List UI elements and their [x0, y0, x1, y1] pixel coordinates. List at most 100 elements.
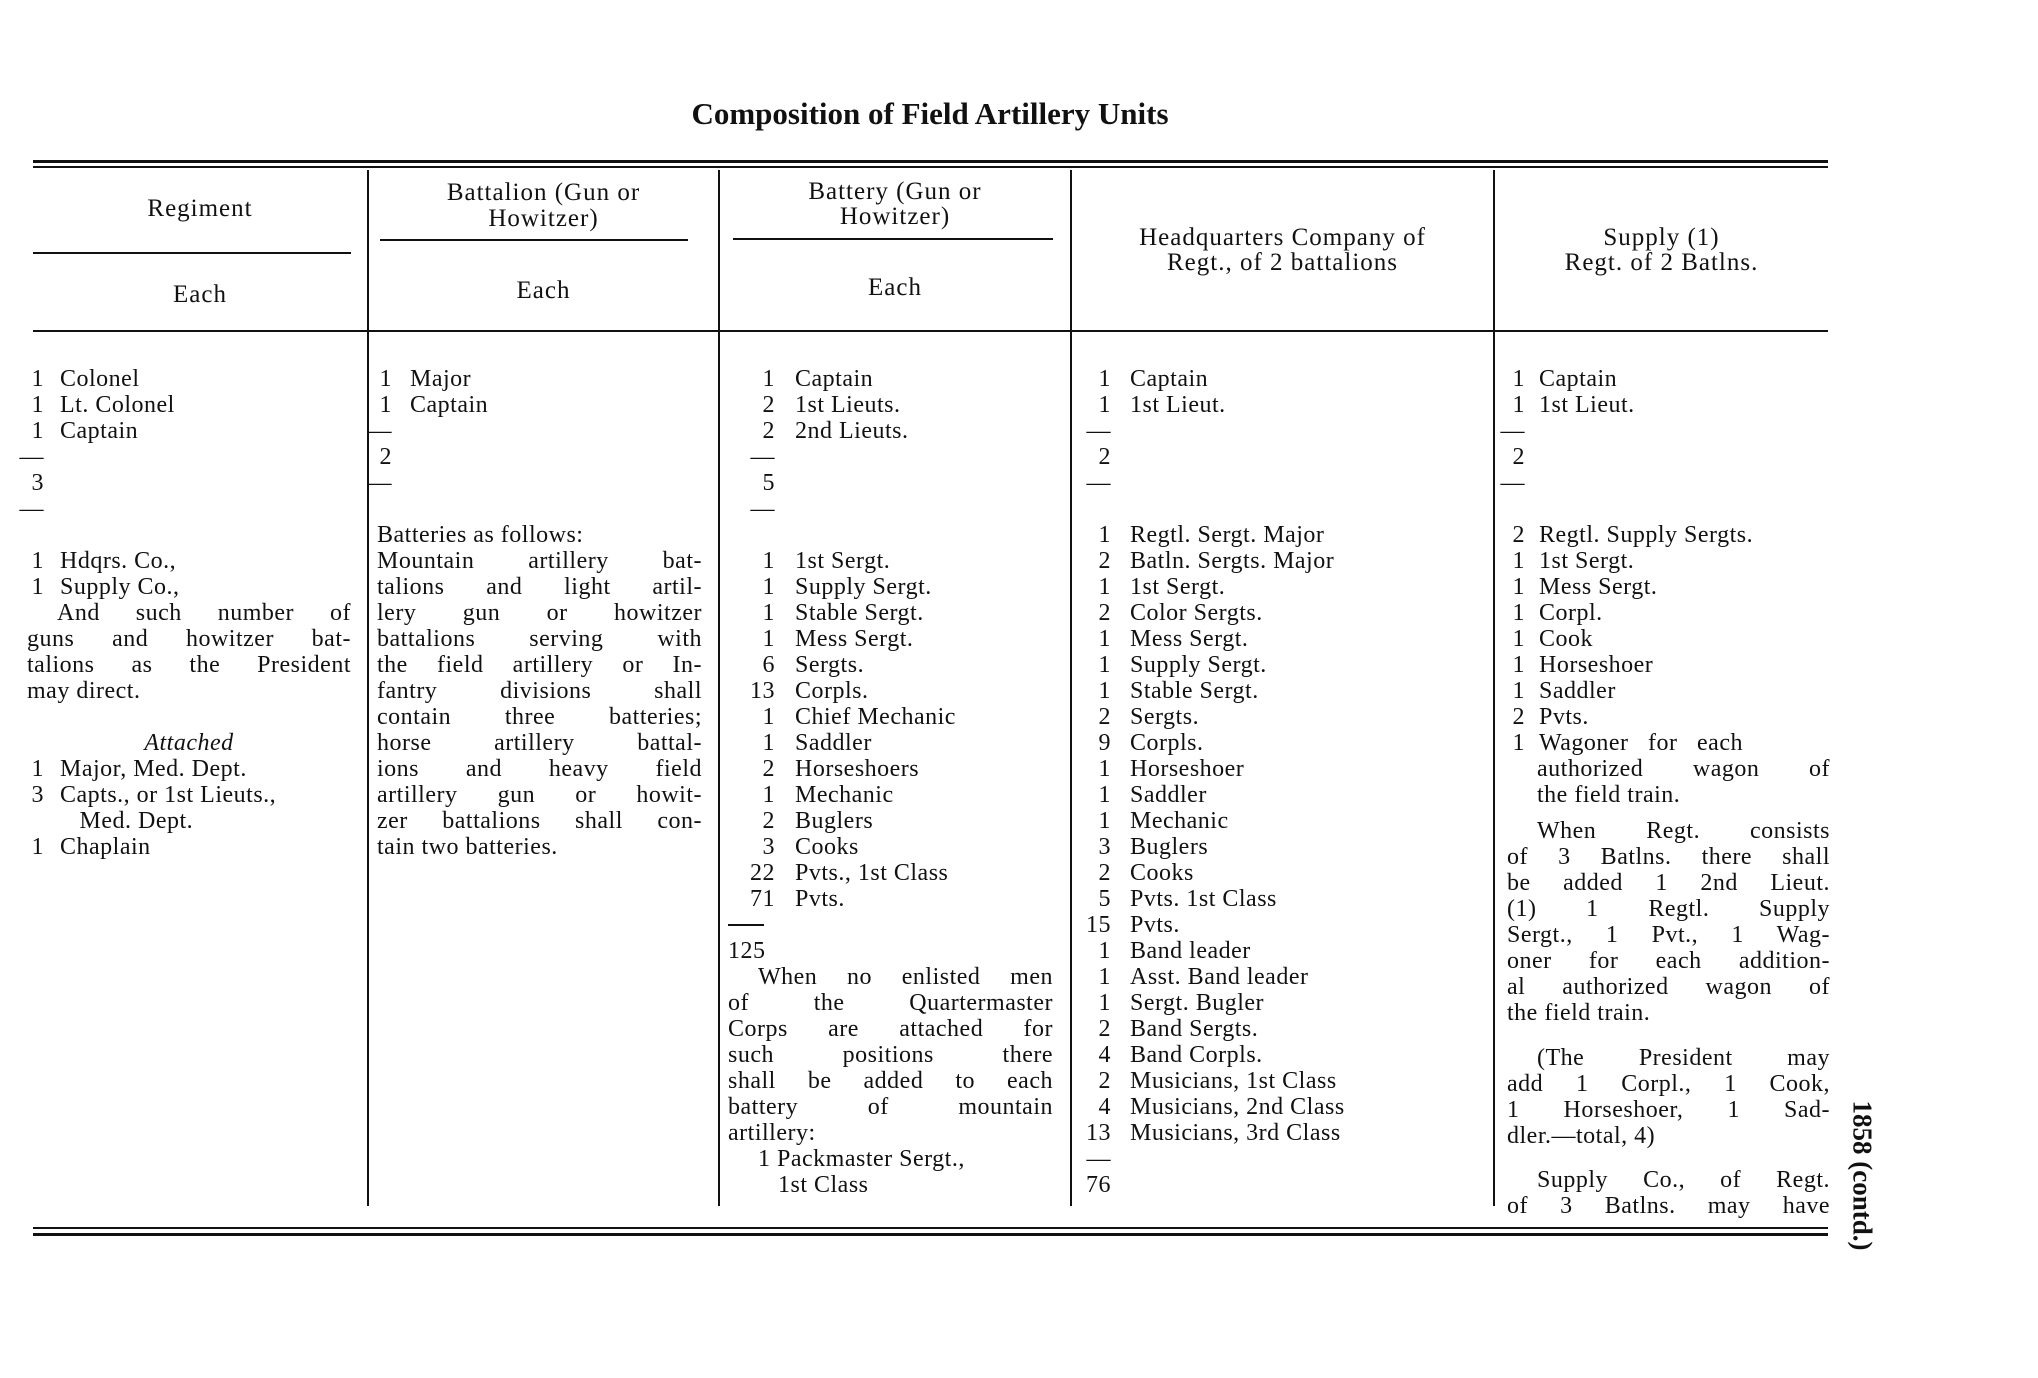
battery-item: 1st Sergt. — [795, 548, 891, 574]
hq-company-count: 4 — [1098, 1094, 1111, 1120]
supply-count: 1 — [1512, 652, 1525, 678]
supply-note-line: add 1 Corpl., 1 Cook, — [1507, 1070, 1830, 1097]
battery-note-line: battery of mountain — [728, 1094, 1053, 1120]
battalion-count: 1 — [379, 392, 392, 418]
hq-company-count: 1 — [1098, 392, 1111, 418]
battery-item: Pvts. — [795, 886, 845, 912]
battery-count: 1 — [762, 600, 775, 626]
hq-company-count: 1 — [1098, 938, 1111, 964]
supply-count: 2 — [1512, 444, 1525, 470]
header-regiment: Regiment — [147, 195, 253, 222]
hq-company-item: Cooks — [1130, 860, 1194, 886]
battery-note-line: artillery: — [728, 1120, 816, 1146]
supply-item: Horseshoer — [1539, 652, 1654, 678]
battery-item: Stable Sergt. — [795, 600, 924, 626]
supply-item: Saddler — [1539, 678, 1616, 704]
hq-company-count: 2 — [1098, 704, 1111, 730]
regiment-note-line: And such number of — [57, 600, 351, 626]
header-sub-rule — [733, 238, 1053, 240]
hq-company-item: Pvts. — [1130, 912, 1180, 938]
header-battalion-each: Each — [516, 277, 571, 304]
hq-company-item: Sergt. Bugler — [1130, 990, 1265, 1016]
hq-company-count: — — [1086, 470, 1111, 496]
supply-note-line: (The President may — [1537, 1044, 1830, 1071]
hq-company-count: 76 — [1086, 1172, 1111, 1198]
supply-item: Captain — [1539, 366, 1618, 392]
battery-note-line: Corps are attached for — [728, 1016, 1053, 1042]
hq-company-item: 1st Lieut. — [1130, 392, 1226, 418]
supply-count: 2 — [1512, 704, 1525, 730]
regiment-item: Colonel — [60, 366, 140, 392]
hq-company-count: 15 — [1086, 912, 1111, 938]
supply-count: 1 — [1512, 626, 1525, 652]
page-title: Composition of Field Artillery Units — [691, 96, 1169, 131]
battery-count: 6 — [762, 652, 775, 678]
hq-company-item: Musicians, 2nd Class — [1130, 1094, 1345, 1120]
battery-count: 2 — [762, 392, 775, 418]
battery-item: Mess Sergt. — [795, 626, 914, 652]
hq-company-count: 1 — [1098, 782, 1111, 808]
hq-company-item: Saddler — [1130, 782, 1207, 808]
battery-item: Buglers — [795, 808, 874, 834]
hq-company-item: Buglers — [1130, 834, 1209, 860]
battalion-note-line: lery gun or howitzer — [377, 600, 702, 626]
hq-company-count: 1 — [1098, 652, 1111, 678]
header-battery-2: Howitzer) — [839, 203, 951, 230]
battery-note-line: 1st Class — [778, 1172, 869, 1198]
hq-company-item: Horseshoer — [1130, 756, 1245, 782]
supply-item: Regtl. Supply Sergts. — [1539, 522, 1754, 548]
column-divider — [1070, 170, 1072, 1206]
supply-count: — — [1500, 418, 1525, 444]
battery-item: Pvts., 1st Class — [795, 860, 949, 886]
hq-company-item: Supply Sergt. — [1130, 652, 1267, 678]
header-supply-2: Regt. of 2 Batlns. — [1564, 249, 1759, 276]
column-divider — [367, 170, 369, 1206]
hq-company-count: — — [1086, 1146, 1111, 1172]
battery-count: 1 — [762, 574, 775, 600]
battalion-note-line: the field artillery or In- — [377, 652, 702, 678]
battery-item: Saddler — [795, 730, 872, 756]
battery-count: 5 — [762, 470, 775, 496]
supply-note-line: of 3 Batlns. may have — [1507, 1192, 1830, 1219]
header-bottom-rule — [33, 330, 1828, 332]
battery-item: Corpls. — [795, 678, 869, 704]
supply-item: Pvts. — [1539, 704, 1589, 730]
battery-item: Cooks — [795, 834, 859, 860]
regiment-count: — — [19, 496, 44, 522]
hq-company-count: 1 — [1098, 626, 1111, 652]
battalion-item: Captain — [410, 392, 489, 418]
hq-company-count: 1 — [1098, 808, 1111, 834]
battery-note-line: 125 — [728, 938, 766, 964]
battery-count: — — [750, 444, 775, 470]
hq-company-item: Sergts. — [1130, 704, 1200, 730]
battery-item: Sergts. — [795, 652, 865, 678]
hq-company-count: 2 — [1098, 1016, 1111, 1042]
hq-company-item: Regtl. Sergt. Major — [1130, 522, 1325, 548]
battery-note-line: 1 Packmaster Sergt., — [758, 1146, 965, 1172]
battalion-note-line: battalions serving with — [377, 626, 702, 652]
battalion-note-line: artillery gun or howit- — [377, 782, 702, 808]
battery-count: 71 — [750, 886, 775, 912]
hq-company-item: Band leader — [1130, 938, 1251, 964]
battalion-count: 2 — [379, 444, 392, 470]
header-battery: Battery (Gun or — [808, 178, 982, 205]
hq-company-item: Color Sergts. — [1130, 600, 1263, 626]
hq-company-count: 2 — [1098, 444, 1111, 470]
hq-company-count: 1 — [1098, 964, 1111, 990]
regiment-subheading: Attached — [144, 730, 234, 756]
battalion-item: Major — [410, 366, 472, 392]
battalion-count: 1 — [379, 366, 392, 392]
regiment-count: 1 — [31, 756, 44, 782]
battery-item: Chief Mechanic — [795, 704, 956, 730]
regiment-count: 1 — [31, 548, 44, 574]
battery-note-line: shall be added to each — [728, 1068, 1053, 1094]
regiment-count: 1 — [31, 366, 44, 392]
battery-count: — — [750, 496, 775, 522]
battalion-count: — — [367, 418, 392, 444]
table-bottom-rule-outer — [33, 1233, 1828, 1236]
regiment-count: — — [19, 444, 44, 470]
regiment-count: 1 — [31, 392, 44, 418]
battery-count: 2 — [762, 418, 775, 444]
hq-company-item: Mechanic — [1130, 808, 1229, 834]
battery-note-line: of the Quartermaster — [728, 990, 1053, 1016]
